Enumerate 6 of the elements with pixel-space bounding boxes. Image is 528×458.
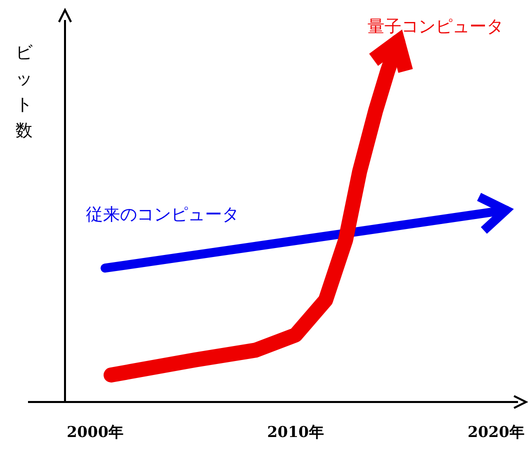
x-tick-label: 2020年 [468,423,524,441]
x-tick-label: 2010年 [267,423,324,441]
y-axis-title: ビット数 [16,43,34,141]
series-label: 従来のコンピュータ [86,205,239,226]
x-tick-label: 2000年 [66,423,124,441]
series-label: 量子コンピュータ [368,17,504,37]
